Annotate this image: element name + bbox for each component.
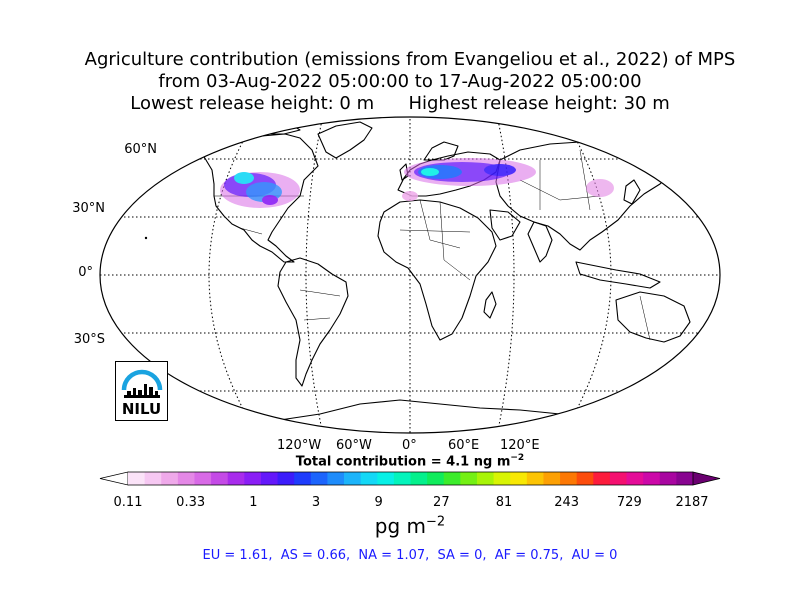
madagascar xyxy=(483,291,497,319)
colorbar-swatch xyxy=(294,472,312,485)
colorbar-swatch xyxy=(443,472,461,485)
lat-label-0: 0° xyxy=(78,265,93,280)
lat-label-30s: 30°S xyxy=(73,332,105,347)
nilu-logo-icon xyxy=(121,369,163,398)
colorbar-swatch xyxy=(277,472,295,485)
colorbar-tick-label: 3 xyxy=(311,495,321,510)
colorbar-swatch xyxy=(560,472,578,485)
colorbar xyxy=(99,471,721,486)
colorbar-tick-label: 27 xyxy=(433,495,450,510)
greenland xyxy=(317,121,373,159)
lon-label-60e: 60°E xyxy=(448,438,480,453)
indonesia xyxy=(575,261,661,289)
colorbar-swatch xyxy=(493,472,511,485)
lat-label-30n: 30°N xyxy=(72,201,105,216)
nilu-logo: NILU xyxy=(115,361,168,421)
colorbar-swatch xyxy=(177,472,195,485)
north-america xyxy=(199,133,319,263)
map-boundary xyxy=(99,116,721,434)
india xyxy=(527,221,553,263)
colorbar-tick-label: 9 xyxy=(374,495,383,510)
colorbar-swatch xyxy=(227,472,245,485)
colorbar-swatch xyxy=(543,472,561,485)
australia xyxy=(615,291,691,343)
colorbar-tick-label: 1 xyxy=(249,495,258,510)
total-contribution-text: Total contribution = 4.1 ng m xyxy=(295,454,511,470)
lon-label-60w: 60°W xyxy=(336,438,372,453)
new-zealand xyxy=(693,339,707,361)
colorbar-swatch xyxy=(260,472,278,485)
colorbar-extend-low xyxy=(99,471,129,486)
colorbar-border xyxy=(128,471,693,486)
colorbar-swatch xyxy=(609,472,627,485)
asia xyxy=(495,141,673,251)
nilu-logo-text: NILU xyxy=(121,400,162,418)
colorbar-swatch xyxy=(526,472,544,485)
colorbar-tick-label: 243 xyxy=(554,495,580,510)
colorbar-swatch xyxy=(460,472,478,485)
plume-north-america xyxy=(220,172,300,208)
colorbar-swatch xyxy=(626,472,644,485)
lat-label-60n: 60°N xyxy=(124,142,157,157)
title-line-2: from 03-Aug-2022 05:00:00 to 17-Aug-2022… xyxy=(158,71,642,92)
colorbar-swatch xyxy=(510,472,528,485)
antarctica xyxy=(227,399,701,433)
colorbar-extend-high xyxy=(692,471,721,486)
map-gridlines xyxy=(100,117,720,433)
colorbar-tick-label: 81 xyxy=(495,495,513,510)
south-america xyxy=(277,257,349,387)
colorbar-swatch xyxy=(593,472,611,485)
lon-label-0: 0° xyxy=(402,438,417,453)
colorbar-units: pg m−2 xyxy=(0,514,800,538)
colorbar-swatch xyxy=(244,472,262,485)
lon-label-120e: 120°E xyxy=(500,438,540,453)
colorbar-tick-label: 0.11 xyxy=(113,495,143,510)
colorbar-swatch xyxy=(327,472,345,485)
colorbar-tick-label: 729 xyxy=(616,495,642,510)
colorbar-swatch xyxy=(128,472,146,485)
colorbar-tick-label: 0.33 xyxy=(176,495,206,510)
colorbar-swatch xyxy=(344,472,362,485)
gridline-lon-60w xyxy=(305,119,323,431)
colorbar-swatch xyxy=(310,472,328,485)
colorbar-swatch xyxy=(427,472,445,485)
title-line-1: Agriculture contribution (emissions from… xyxy=(84,49,736,70)
arabia xyxy=(489,209,521,241)
colorbar-swatch xyxy=(211,472,229,485)
colorbar-swatch xyxy=(194,472,212,485)
units-exponent: −2 xyxy=(426,514,446,530)
colorbar-swatch xyxy=(576,472,594,485)
colorbar-swatch xyxy=(360,472,378,485)
colorbar-swatch xyxy=(377,472,395,485)
title-line-3: Lowest release height: 0 m Highest relea… xyxy=(130,93,670,114)
colorbar-swatch xyxy=(676,472,694,485)
colorbar-swatch xyxy=(476,472,494,485)
japan xyxy=(623,179,641,205)
colorbar-swatch xyxy=(410,472,428,485)
colorbar-swatch xyxy=(161,472,179,485)
total-contribution: Total contribution = 4.1 ng m−2 xyxy=(0,453,800,469)
hawaii xyxy=(144,236,148,240)
total-contribution-exponent: −2 xyxy=(510,453,525,463)
colorbar-swatch xyxy=(659,472,677,485)
plume-europe xyxy=(404,158,536,186)
units-base: pg m xyxy=(374,514,427,538)
lon-label-120w: 120°W xyxy=(277,438,322,453)
regional-summary: EU = 1.61, AS = 0.66, NA = 1.07, SA = 0,… xyxy=(202,548,618,563)
colorbar-tick-label: 2187 xyxy=(675,495,709,510)
colorbar-swatch xyxy=(643,472,661,485)
africa xyxy=(377,199,497,341)
colorbar-swatch xyxy=(393,472,411,485)
colorbar-swatch xyxy=(144,472,162,485)
plume-asia xyxy=(402,179,614,201)
